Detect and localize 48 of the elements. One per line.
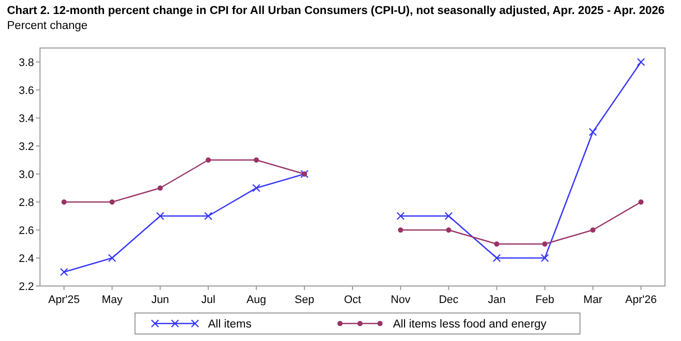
y-tick-label: 3.2 — [18, 140, 34, 153]
y-tick-label: 2.8 — [18, 196, 34, 209]
point — [396, 212, 405, 220]
point — [492, 254, 501, 262]
y-tick-label: 3.8 — [18, 56, 34, 69]
y-tick-label: 3.6 — [18, 84, 34, 97]
x-tick-label: Oct — [344, 294, 362, 306]
point — [158, 185, 163, 191]
x-tick-label: Dec — [438, 294, 459, 306]
point — [636, 58, 646, 66]
point — [398, 227, 404, 233]
x-tick-label: Feb — [535, 294, 554, 306]
point — [542, 241, 548, 247]
point — [590, 227, 596, 233]
y-tick-label: 2.6 — [18, 224, 34, 237]
y-axis-title: Percent change — [7, 20, 88, 32]
point — [60, 268, 68, 276]
x-tick-label: Jun — [151, 294, 170, 306]
point — [540, 254, 549, 262]
chart-title: Chart 2. 12-month percent change in CPI for All Urban Consumers (CPI-U), not seasonally adjusted, Apr. 2025 - Apr. 2026 — [7, 5, 665, 17]
x-tick-label: May — [102, 294, 124, 306]
x-tick-label: Nov — [390, 294, 411, 306]
point — [206, 157, 211, 163]
point — [588, 128, 597, 136]
point — [254, 157, 259, 163]
x-tick-label: Jul — [201, 294, 216, 306]
y-tick-label: 2.4 — [18, 252, 34, 265]
legend-label: All items less food and energy — [393, 318, 547, 331]
x-tick-label: Jan — [488, 294, 506, 306]
y-tick-label: 3.4 — [18, 112, 34, 125]
x-tick-label: Aug — [246, 294, 266, 306]
x-tick-label: Apr'26 — [625, 294, 657, 306]
point — [444, 212, 453, 220]
point — [494, 241, 500, 247]
point — [252, 184, 260, 192]
point — [156, 212, 164, 220]
legend-label: All items — [208, 318, 252, 331]
point — [446, 227, 452, 233]
point — [108, 254, 116, 262]
x-tick-label: Mar — [583, 294, 603, 306]
y-tick-label: 2.2 — [18, 280, 34, 293]
point — [638, 199, 644, 205]
x-tick-label: Apr'25 — [48, 294, 80, 306]
point — [110, 199, 115, 205]
y-tick-label: 3.0 — [18, 168, 34, 181]
point — [61, 199, 67, 205]
point — [204, 212, 212, 220]
x-tick-label: Sep — [294, 294, 314, 306]
